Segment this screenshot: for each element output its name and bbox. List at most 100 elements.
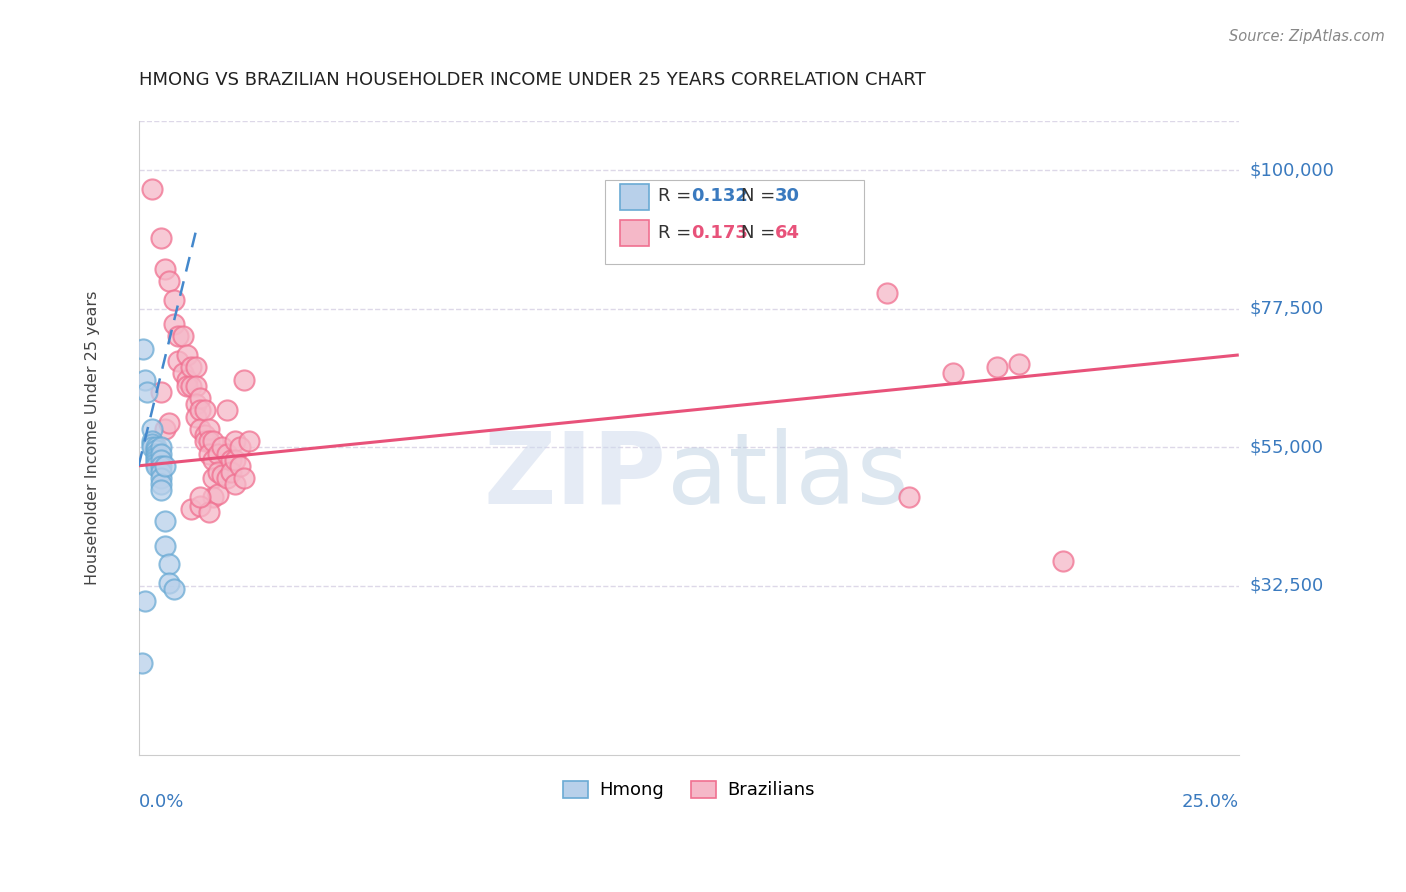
Point <box>229 458 252 473</box>
Point <box>184 378 207 392</box>
Point <box>149 441 172 455</box>
Point <box>149 483 172 498</box>
Point <box>1052 554 1074 568</box>
Text: 0.132: 0.132 <box>690 187 748 205</box>
Point <box>211 441 233 455</box>
Point <box>153 261 176 276</box>
Point <box>149 384 172 399</box>
Point <box>224 452 246 467</box>
Text: R =: R = <box>658 224 697 242</box>
Point <box>145 443 167 458</box>
Point <box>188 422 211 436</box>
Point <box>134 373 156 387</box>
Point <box>176 373 198 387</box>
Text: $32,500: $32,500 <box>1250 577 1324 595</box>
Point <box>188 391 211 405</box>
Point <box>176 348 198 362</box>
Text: 64: 64 <box>775 224 800 242</box>
Point <box>145 458 167 473</box>
Point <box>207 486 229 500</box>
Point <box>211 468 233 483</box>
Point <box>233 471 256 485</box>
Point <box>180 502 202 516</box>
Point <box>132 342 155 356</box>
Point <box>207 446 229 460</box>
Point <box>219 452 242 467</box>
Text: 0.0%: 0.0% <box>139 793 184 812</box>
Point <box>207 465 229 479</box>
Point <box>167 354 190 368</box>
Point <box>149 231 172 245</box>
Point <box>172 367 194 381</box>
Point <box>157 558 180 572</box>
Text: ZIP: ZIP <box>484 427 666 524</box>
Text: $100,000: $100,000 <box>1250 161 1334 179</box>
Point <box>157 416 180 430</box>
Text: 0.173: 0.173 <box>690 224 748 242</box>
Point <box>224 477 246 491</box>
Point <box>157 274 180 288</box>
Point <box>176 378 198 392</box>
Point <box>188 490 211 504</box>
Point <box>149 446 172 460</box>
Point <box>141 422 163 436</box>
Point <box>157 575 180 590</box>
Text: HMONG VS BRAZILIAN HOUSEHOLDER INCOME UNDER 25 YEARS CORRELATION CHART: HMONG VS BRAZILIAN HOUSEHOLDER INCOME UN… <box>139 71 925 89</box>
Point <box>198 422 221 436</box>
Point <box>180 378 202 392</box>
Point <box>194 428 217 442</box>
Text: 25.0%: 25.0% <box>1181 793 1239 812</box>
FancyBboxPatch shape <box>620 185 650 210</box>
Point <box>202 490 225 504</box>
Point <box>202 434 225 449</box>
Point <box>198 446 221 460</box>
Text: Householder Income Under 25 years: Householder Income Under 25 years <box>84 291 100 585</box>
Point <box>198 434 221 449</box>
Point <box>942 367 965 381</box>
Point <box>136 384 159 399</box>
Point <box>153 458 176 473</box>
Point <box>172 329 194 343</box>
Text: atlas: atlas <box>666 427 908 524</box>
Point <box>134 594 156 608</box>
Point <box>224 434 246 449</box>
Point <box>141 434 163 449</box>
Point <box>153 539 176 553</box>
Point <box>194 403 217 417</box>
Point <box>233 373 256 387</box>
Point <box>184 397 207 411</box>
Point <box>202 471 225 485</box>
Point <box>145 441 167 455</box>
Point <box>198 505 221 519</box>
Point <box>194 434 217 449</box>
Point <box>215 471 238 485</box>
Point <box>188 499 211 513</box>
Point <box>167 329 190 343</box>
FancyBboxPatch shape <box>605 180 863 264</box>
Point <box>149 452 172 467</box>
Point <box>145 446 167 460</box>
Text: $55,000: $55,000 <box>1250 438 1324 457</box>
Text: R =: R = <box>658 187 697 205</box>
Point <box>238 434 260 449</box>
Point <box>149 471 172 485</box>
Text: N =: N = <box>741 224 782 242</box>
Point <box>188 403 211 417</box>
Point <box>131 656 153 670</box>
Text: $77,500: $77,500 <box>1250 300 1324 318</box>
Point <box>163 317 186 331</box>
Point <box>153 422 176 436</box>
Point <box>153 514 176 528</box>
Point <box>229 441 252 455</box>
Text: N =: N = <box>741 187 782 205</box>
Point <box>986 360 1008 375</box>
Point <box>184 360 207 375</box>
Point <box>202 452 225 467</box>
Point <box>149 458 172 473</box>
Point <box>184 409 207 424</box>
Point <box>1008 357 1031 371</box>
Text: 30: 30 <box>775 187 800 205</box>
Point <box>215 403 238 417</box>
Point <box>141 441 163 455</box>
Point <box>141 181 163 195</box>
